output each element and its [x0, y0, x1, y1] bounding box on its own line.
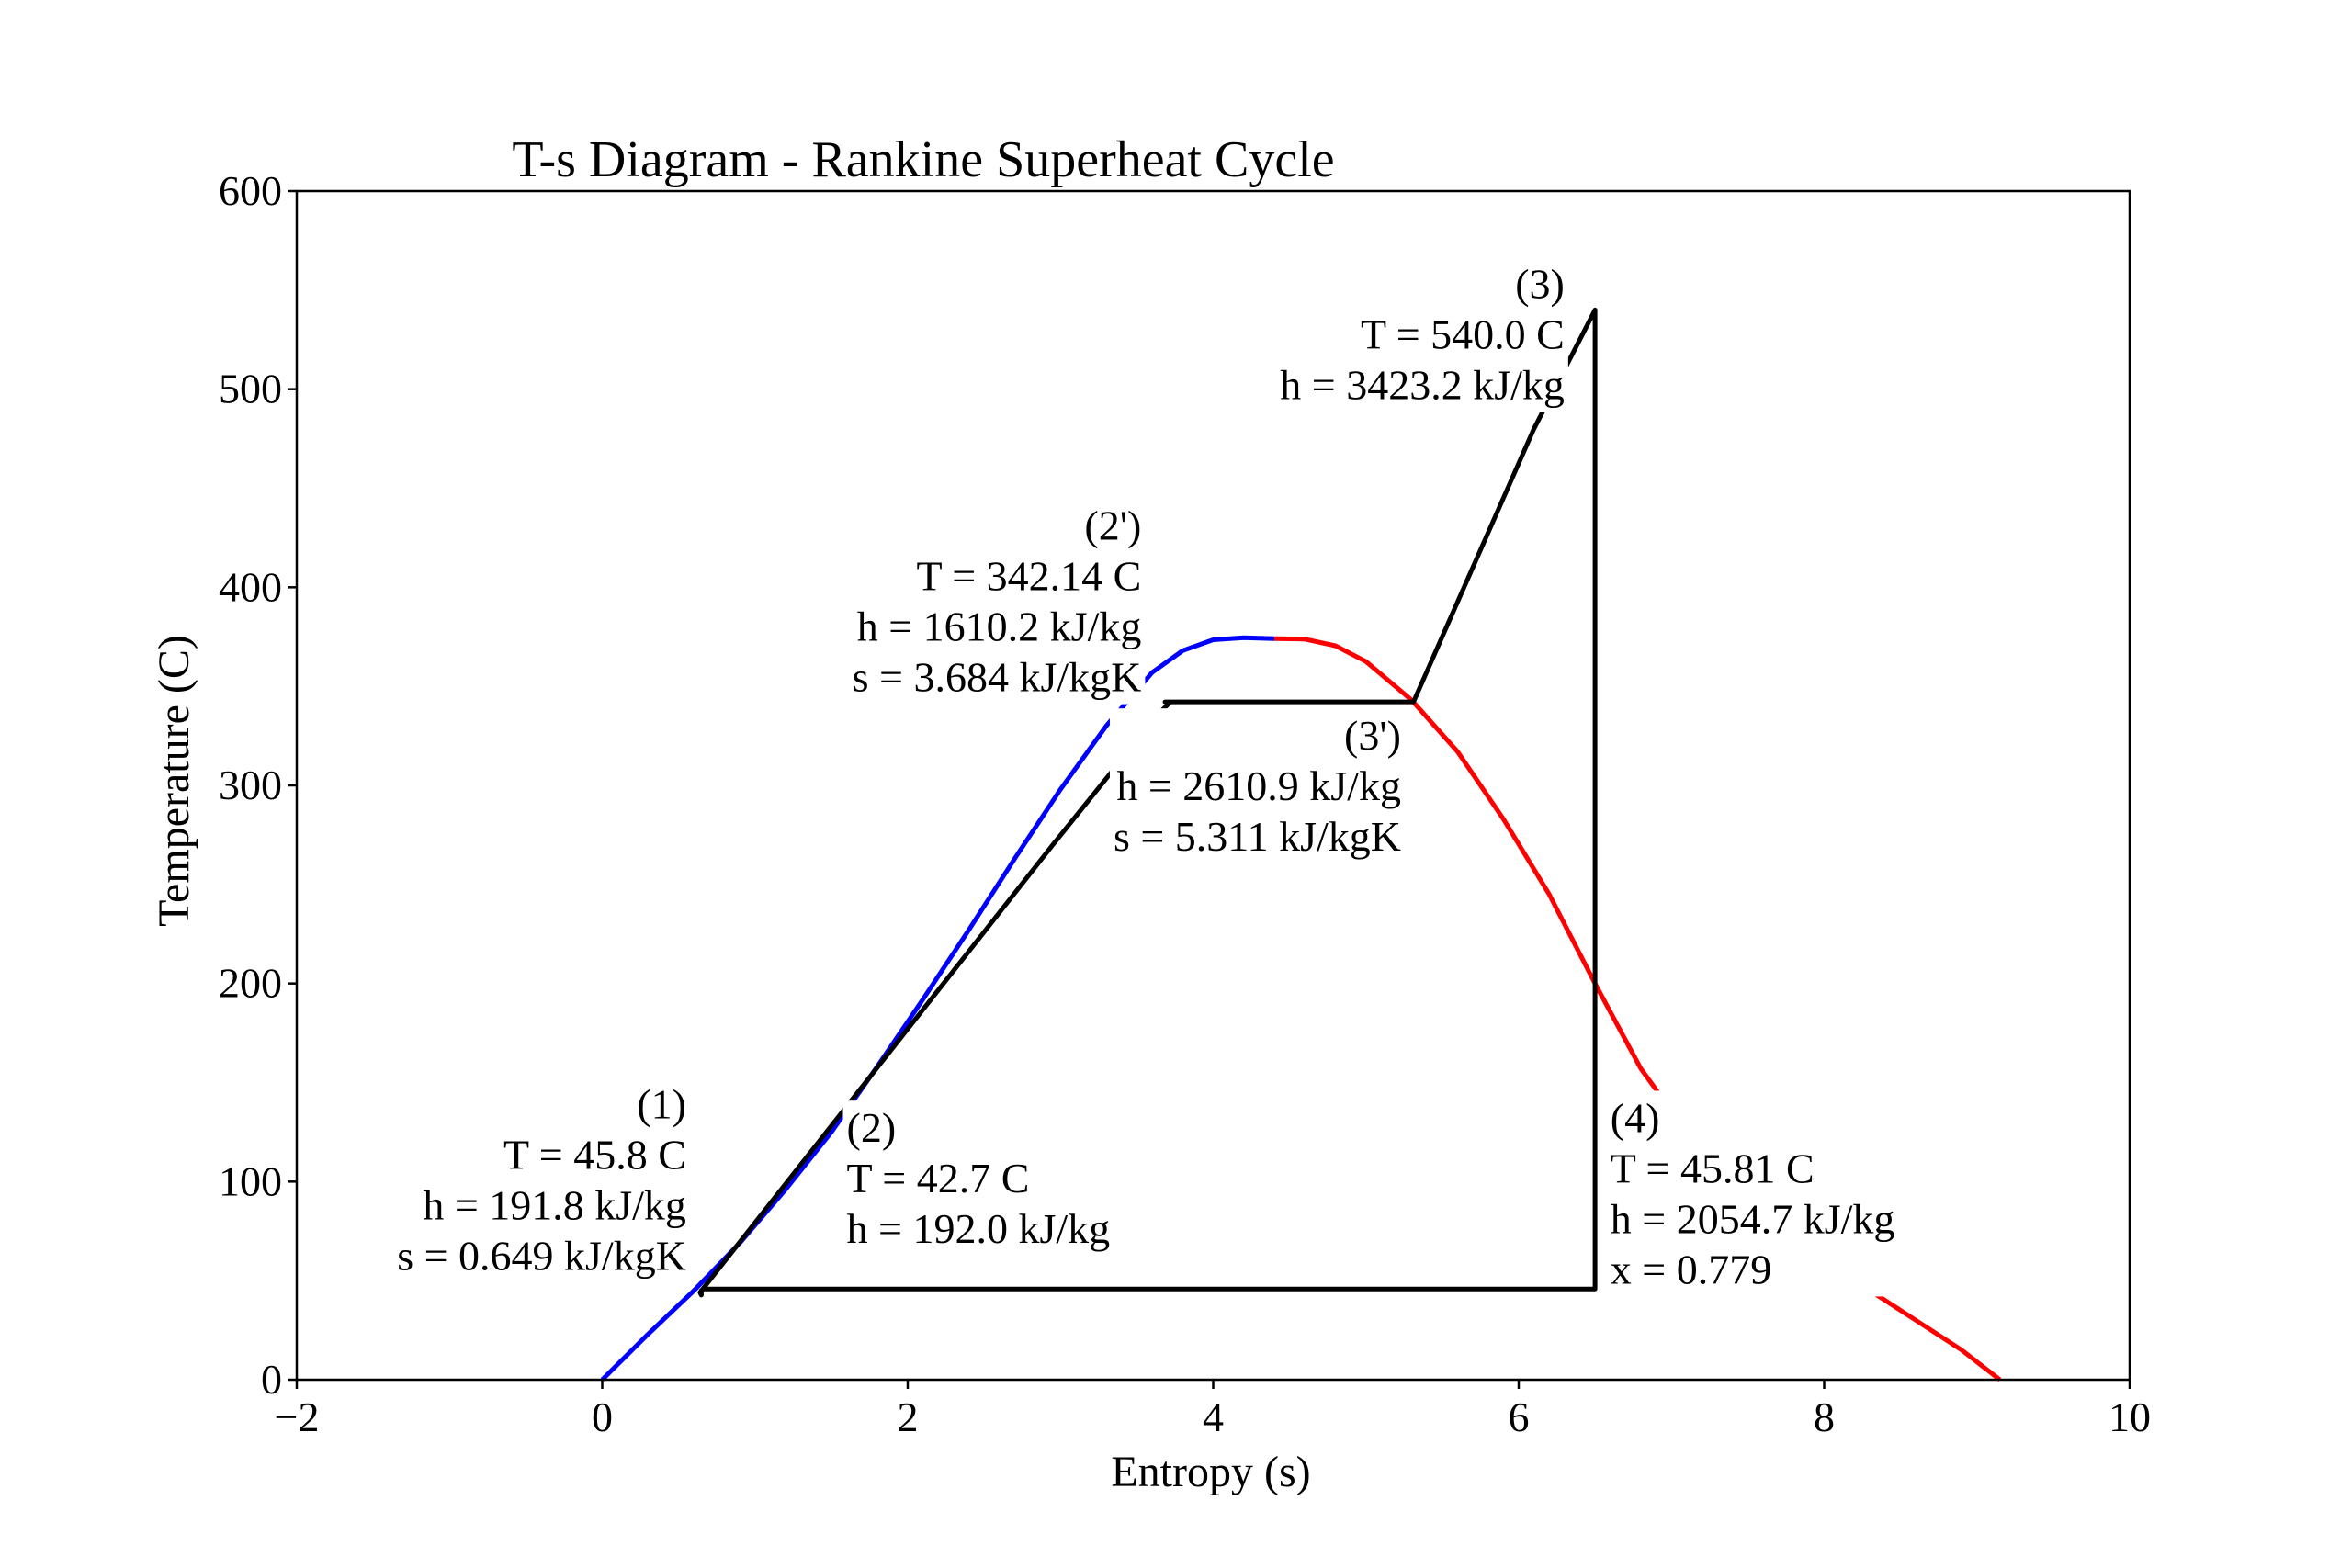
- annotation-p2prime-line-0: (2'): [1084, 502, 1141, 549]
- plot-area: (1)T = 45.8 Ch = 191.8 kJ/kgs = 0.649 kJ…: [219, 167, 2151, 1440]
- annotation-p2-line-2: h = 192.0 kJ/kg: [847, 1205, 1111, 1252]
- annotation-p3prime-line-2: s = 5.311 kJ/kgK: [1114, 813, 1401, 860]
- annotation-p3prime-background: [1109, 708, 1405, 864]
- x-tick-label: −2: [275, 1393, 320, 1440]
- annotation-p3prime-line-0: (3'): [1344, 712, 1401, 759]
- annotation-p2prime: (2')T = 342.14 Ch = 1610.2 kJ/kgs = 3.68…: [848, 498, 1146, 705]
- annotation-p1-line-2: h = 191.8 kJ/kg: [423, 1181, 686, 1228]
- x-tick-label: 10: [2109, 1393, 2151, 1440]
- annotation-p2: (2)T = 42.7 Ch = 192.0 kJ/kg: [842, 1100, 1114, 1257]
- annotation-p1-background: [393, 1077, 690, 1283]
- annotation-p3-background: [1276, 256, 1568, 412]
- annotation-p1-line-0: (1): [637, 1080, 686, 1127]
- annotation-p2prime-line-2: h = 1610.2 kJ/kg: [857, 604, 1142, 650]
- annotation-p2-background: [842, 1100, 1114, 1257]
- y-tick-label: 100: [219, 1157, 282, 1204]
- annotation-p4-line-3: x = 0.779: [1611, 1246, 1771, 1292]
- annotation-p3: (3)T = 540.0 Ch = 3423.2 kJ/kg: [1276, 256, 1568, 412]
- y-tick-label: 200: [219, 960, 282, 1007]
- annotation-p4: (4)T = 45.81 Ch = 2054.7 kJ/kgx = 0.779: [1606, 1090, 1899, 1297]
- annotation-p2-line-0: (2): [847, 1104, 897, 1151]
- chart-title: T-s Diagram - Rankine Superheat Cycle: [512, 131, 1334, 188]
- series-line-cycle: [697, 307, 1598, 1298]
- annotation-p2prime-background: [848, 498, 1146, 705]
- annotation-p2-line-1: T = 42.7 C: [847, 1155, 1030, 1201]
- x-tick-label: 0: [592, 1393, 613, 1440]
- y-axis-label: Temperature (C): [150, 635, 198, 927]
- y-tick-label: 300: [219, 761, 282, 808]
- y-tick-label: 400: [219, 563, 282, 610]
- y-tick-label: 500: [219, 366, 282, 412]
- annotation-p2prime-line-1: T = 342.14 C: [916, 553, 1141, 600]
- annotation-p3-line-1: T = 540.0 C: [1361, 310, 1565, 357]
- annotation-p1-line-1: T = 45.8 C: [503, 1131, 686, 1178]
- annotation-p4-line-0: (4): [1611, 1094, 1660, 1141]
- annotation-p3prime-line-1: h = 2610.9 kJ/kg: [1116, 762, 1401, 809]
- annotation-p3-line-2: h = 3423.2 kJ/kg: [1280, 361, 1565, 408]
- x-tick-label: 4: [1203, 1393, 1224, 1440]
- annotation-p4-line-2: h = 2054.7 kJ/kg: [1611, 1195, 1895, 1242]
- y-tick-label: 0: [261, 1356, 282, 1403]
- annotation-p1: (1)T = 45.8 Ch = 191.8 kJ/kgs = 0.649 kJ…: [393, 1077, 690, 1283]
- y-tick-label: 600: [219, 167, 282, 214]
- x-tick-label: 8: [1814, 1393, 1835, 1440]
- x-tick-label: 2: [898, 1393, 919, 1440]
- annotation-p3-line-0: (3): [1515, 260, 1565, 307]
- x-tick-label: 6: [1509, 1393, 1530, 1440]
- annotation-p3prime: (3')h = 2610.9 kJ/kgs = 5.311 kJ/kgK: [1109, 708, 1405, 864]
- x-axis-label: Entropy (s): [1111, 1448, 1310, 1496]
- annotation-p4-background: [1606, 1090, 1899, 1297]
- annotation-p1-line-3: s = 0.649 kJ/kgK: [397, 1232, 686, 1279]
- annotation-p4-line-1: T = 45.81 C: [1611, 1145, 1815, 1191]
- annotation-p2prime-line-3: s = 3.684 kJ/kgK: [853, 654, 1142, 701]
